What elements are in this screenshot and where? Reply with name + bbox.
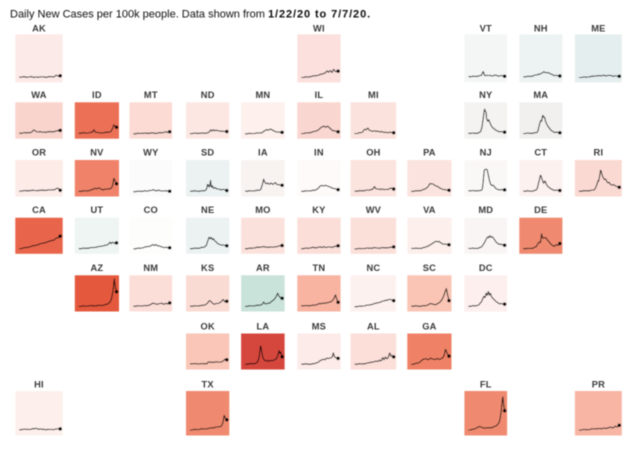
- svg-text:LA: LA: [257, 321, 270, 331]
- svg-text:MD: MD: [478, 205, 493, 215]
- svg-text:NH: NH: [534, 24, 548, 34]
- svg-text:SD: SD: [201, 148, 214, 158]
- svg-text:SC: SC: [423, 263, 436, 273]
- svg-text:AR: AR: [256, 263, 270, 273]
- svg-text:TN: TN: [313, 263, 326, 273]
- svg-text:AK: AK: [32, 24, 46, 34]
- svg-text:DE: DE: [534, 205, 547, 215]
- svg-text:CO: CO: [144, 205, 158, 215]
- svg-text:IN: IN: [314, 148, 324, 158]
- svg-text:WI: WI: [313, 24, 325, 34]
- svg-text:KY: KY: [312, 205, 326, 215]
- svg-text:OR: OR: [32, 148, 46, 158]
- svg-text:ID: ID: [92, 90, 102, 100]
- svg-text:MT: MT: [144, 90, 158, 100]
- svg-text:PA: PA: [423, 148, 436, 158]
- svg-text:HI: HI: [34, 379, 44, 389]
- svg-text:IL: IL: [315, 90, 324, 100]
- svg-text:ND: ND: [201, 90, 215, 100]
- svg-text:PR: PR: [592, 379, 605, 389]
- svg-text:WV: WV: [366, 205, 382, 215]
- svg-text:NC: NC: [366, 263, 380, 273]
- svg-text:WA: WA: [31, 90, 46, 100]
- svg-text:MO: MO: [255, 205, 270, 215]
- svg-text:NV: NV: [90, 148, 104, 158]
- svg-text:AL: AL: [367, 321, 380, 331]
- svg-text:IA: IA: [258, 148, 268, 158]
- svg-text:VT: VT: [480, 24, 492, 34]
- svg-text:VA: VA: [423, 205, 436, 215]
- svg-text:KS: KS: [201, 263, 214, 273]
- svg-text:MI: MI: [368, 90, 379, 100]
- svg-text:OH: OH: [366, 148, 380, 158]
- svg-text:RI: RI: [594, 148, 604, 158]
- svg-text:OK: OK: [201, 321, 215, 331]
- svg-text:MA: MA: [533, 90, 548, 100]
- svg-text:TX: TX: [202, 379, 215, 389]
- svg-text:WY: WY: [143, 148, 159, 158]
- svg-text:FL: FL: [480, 379, 492, 389]
- svg-text:CT: CT: [534, 148, 547, 158]
- svg-text:MN: MN: [255, 90, 270, 100]
- svg-text:NM: NM: [143, 263, 158, 273]
- svg-text:NJ: NJ: [480, 148, 492, 158]
- svg-text:AZ: AZ: [91, 263, 104, 273]
- svg-text:ME: ME: [591, 24, 605, 34]
- svg-text:NE: NE: [201, 205, 214, 215]
- svg-text:UT: UT: [91, 205, 104, 215]
- svg-text:DC: DC: [479, 263, 493, 273]
- svg-text:CA: CA: [32, 205, 46, 215]
- svg-text:MS: MS: [312, 321, 326, 331]
- svg-text:NY: NY: [479, 90, 493, 100]
- svg-text:GA: GA: [422, 321, 436, 331]
- svg-text:Daily New Cases per 100k peopl: Daily New Cases per 100k people. Data sh…: [10, 9, 371, 21]
